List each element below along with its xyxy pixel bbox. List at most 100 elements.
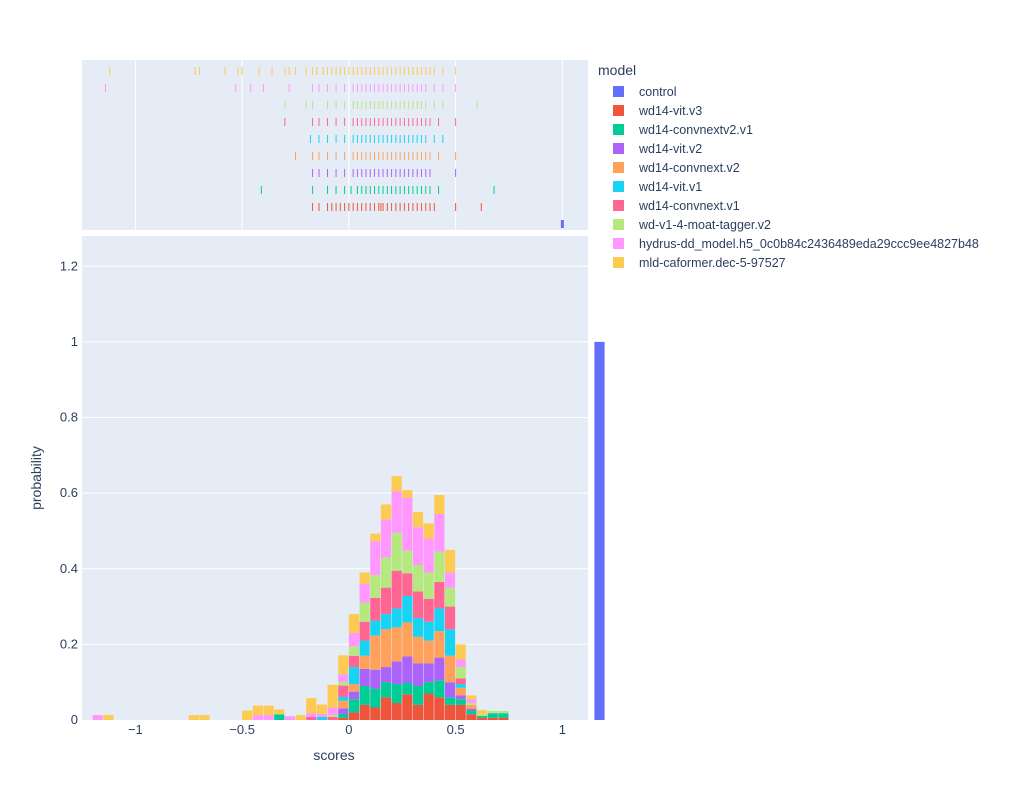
legend-item[interactable]: wd14-vit.v2: [598, 139, 979, 158]
histogram-bar: [498, 717, 509, 720]
histogram-bar: [434, 697, 445, 720]
x-tick-label: 0.5: [447, 722, 465, 737]
histogram-bar: [434, 513, 445, 552]
histogram-bar: [380, 504, 392, 520]
legend-swatch: [613, 238, 624, 249]
histogram-bar: [263, 715, 274, 720]
histogram-bar: [338, 700, 349, 709]
histogram-bar: [594, 341, 605, 720]
histogram-bar: [338, 713, 349, 718]
histogram-bar: [359, 704, 370, 720]
histogram-bar: [380, 614, 392, 630]
series-wd14-convnext.v2: [338, 622, 477, 709]
legend-item[interactable]: mld-caformer.dec-5-97527: [598, 253, 979, 272]
histogram-bar: [391, 627, 402, 662]
histogram-bar: [402, 490, 413, 498]
histogram-bar: [402, 573, 413, 596]
histogram-bar: [242, 710, 253, 720]
legend-item[interactable]: wd14-vit.v3: [598, 101, 979, 120]
histogram-bar: [466, 708, 477, 711]
legend-item[interactable]: wd14-convnextv2.v1: [598, 120, 979, 139]
histogram-bar: [391, 476, 402, 492]
histogram-bar: [444, 697, 456, 705]
histogram-bar: [359, 668, 370, 686]
histogram-bar: [444, 587, 456, 607]
series-wd14-vit.v3: [338, 693, 509, 720]
histogram-bar: [455, 704, 466, 720]
histogram-bar: [391, 684, 402, 703]
rug-row-wd14-convnext.v1: [284, 118, 457, 126]
histogram-bar: [412, 636, 424, 664]
histogram-bar: [348, 699, 360, 713]
histogram-bar: [359, 583, 370, 603]
histogram-bar: [370, 620, 381, 636]
legend: model control wd14-vit.v3 wd14-convnextv2.…: [598, 62, 979, 272]
legend-swatch: [613, 124, 624, 135]
legend-swatch: [613, 143, 624, 154]
histogram-bar: [316, 704, 328, 714]
histogram-bar: [359, 685, 370, 705]
histogram-bar: [359, 640, 370, 656]
histogram-bar: [487, 710, 498, 714]
histogram-bar: [444, 606, 456, 630]
histogram-bar: [466, 695, 477, 700]
histogram-bar: [348, 684, 360, 692]
histogram-bar: [444, 704, 456, 720]
axes: 0 0.2 0.4 0.6 0.8 1 1.2 −1 −0.5 0 0.5 1: [60, 258, 566, 737]
histogram-bar: [348, 614, 360, 634]
y-tick-label: 0.2: [60, 636, 78, 651]
rug-panel: [82, 60, 588, 230]
histogram-bar: [412, 564, 424, 592]
histogram-bar: [370, 533, 381, 542]
histogram-bar: [466, 704, 477, 709]
y-tick-label: 0.6: [60, 485, 78, 500]
histogram-bar: [423, 693, 434, 720]
histogram-bar: [455, 644, 466, 660]
histogram-bar: [423, 538, 434, 573]
y-axis-title: probability: [28, 446, 44, 510]
histogram-bar: [263, 705, 274, 716]
series-control: [594, 341, 605, 720]
histogram-bar: [434, 581, 445, 609]
histogram-bar: [402, 550, 413, 574]
histogram-bar: [338, 681, 349, 686]
legend-label: wd-v1-4-moat-tagger.v2: [639, 217, 772, 232]
histogram-bar: [444, 655, 456, 683]
series-wd14-convnextv2.v1: [274, 680, 509, 720]
series-hydrus-dd_model.h5_0c0b84c2436489eda29ccc9ee4827b48: [92, 491, 477, 720]
histogram-bar: [391, 608, 402, 628]
legend-item[interactable]: wd14-convnext.v1: [598, 196, 979, 215]
histogram-bar: [402, 497, 413, 551]
legend-item[interactable]: wd14-vit.v1: [598, 177, 979, 196]
histogram-bar: [306, 713, 317, 717]
histogram-bar: [103, 715, 114, 720]
histogram-bar: [466, 710, 477, 715]
histogram-bar: [391, 661, 402, 685]
histogram-bar: [327, 716, 338, 720]
histogram-bar: [306, 698, 317, 714]
rug-row-wd14-convnext.v2: [295, 152, 457, 160]
legend-item[interactable]: control: [598, 82, 979, 101]
histogram-bar: [423, 572, 434, 599]
histogram-bar: [476, 715, 488, 718]
histogram-bar: [423, 621, 434, 641]
histogram-bar: [402, 682, 413, 695]
legend-label: wd14-vit.v3: [639, 103, 703, 118]
rug-row-wd14-vit.v2: [312, 169, 457, 177]
legend-item[interactable]: hydrus-dd_model.h5_0c0b84c2436489eda29cc…: [598, 234, 979, 253]
y-tick-label: 0.4: [60, 561, 78, 576]
legend-item[interactable]: wd14-convnext.v2: [598, 158, 979, 177]
histogram-bar: [444, 629, 456, 656]
series-mld-caformer.dec-5-97527: [103, 476, 488, 720]
legend-item[interactable]: wd-v1-4-moat-tagger.v2: [598, 215, 979, 234]
histogram-bar: [476, 717, 488, 720]
x-tick-label: −0.5: [229, 722, 255, 737]
legend-items: control wd14-vit.v3 wd14-convnextv2.v1 wd14…: [598, 82, 979, 272]
histogram-bar: [434, 657, 445, 681]
series-wd14-vit.v1: [316, 595, 466, 720]
histogram-bar: [380, 682, 392, 698]
rug-row-wd14-vit.v1: [309, 135, 444, 143]
legend-label: control: [639, 84, 677, 99]
histogram-bar: [348, 691, 360, 700]
histogram-bar: [487, 713, 498, 718]
